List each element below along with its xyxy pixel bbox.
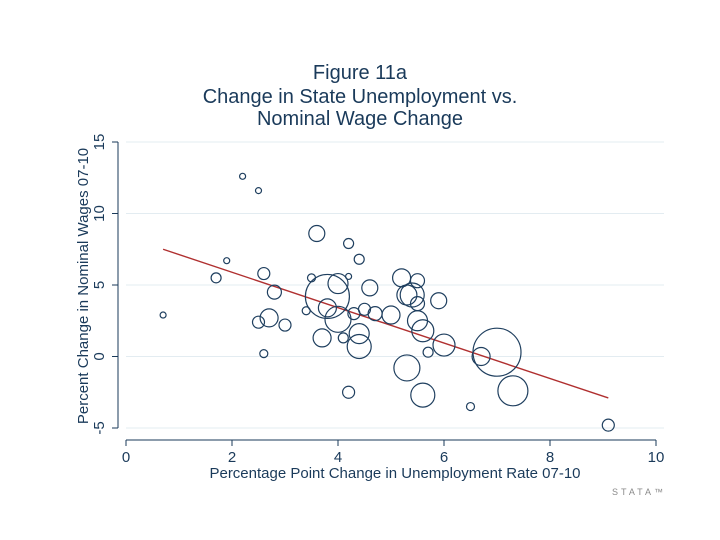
data-point-25 — [348, 323, 370, 345]
grid-layer — [126, 141, 664, 429]
x-tick-label-4: 8 — [546, 449, 554, 466]
data-point-3 — [239, 172, 247, 180]
data-point-22 — [342, 385, 356, 399]
data-point-18 — [324, 305, 352, 333]
data-point-10 — [278, 318, 292, 332]
data-point-17 — [327, 272, 349, 295]
data-point-24 — [353, 253, 365, 265]
data-point-15 — [304, 273, 350, 320]
data-point-46 — [497, 375, 529, 407]
data-point-2 — [223, 257, 231, 265]
data-point-13 — [308, 224, 326, 243]
data-point-40 — [422, 346, 434, 358]
data-point-1 — [210, 272, 222, 284]
data-point-19 — [337, 332, 349, 344]
data-point-4 — [254, 187, 263, 195]
y-tick-label-4: 15 — [91, 134, 108, 151]
data-point-39 — [410, 382, 436, 408]
x-tick-label-0: 0 — [122, 449, 130, 466]
data-point-16 — [317, 298, 337, 318]
data-point-9 — [266, 284, 282, 300]
data-point-27 — [357, 302, 372, 316]
data-point-14 — [312, 328, 332, 348]
y-axis-label: Percent Change in Nominal Wages 07-10 — [75, 148, 92, 424]
x-tick-label-2: 4 — [334, 449, 342, 466]
y-tick-label-1: 0 — [91, 352, 108, 360]
axes-layer: 0 2 4 6 8 10 -5 0 5 10 15 — [91, 134, 664, 466]
data-point-30 — [381, 305, 401, 325]
data-point-33 — [393, 354, 421, 382]
data-point-41 — [430, 292, 448, 310]
x-tick-label-5: 10 — [648, 449, 665, 466]
data-point-7 — [259, 349, 269, 359]
fit-line-layer — [162, 248, 609, 399]
data-point-20 — [343, 237, 355, 250]
chart-title-line-2: Change in State Unemployment vs. — [202, 86, 518, 108]
data-point-29 — [367, 306, 383, 322]
data-point-5 — [251, 315, 266, 329]
data-point-35 — [409, 273, 426, 289]
data-point-21 — [345, 272, 353, 281]
data-point-38 — [411, 319, 435, 343]
data-point-8 — [259, 308, 279, 328]
data-point-0 — [159, 311, 167, 319]
y-tick-label-2: 5 — [91, 281, 108, 289]
data-point-34 — [399, 282, 425, 308]
chart-title-line-3: Nominal Wage Change — [256, 108, 464, 130]
data-point-32 — [396, 284, 418, 306]
data-point-26 — [346, 333, 372, 360]
y-tick-label-0: -5 — [91, 421, 108, 434]
data-point-47 — [601, 418, 615, 432]
data-point-6 — [257, 266, 271, 281]
x-axis-label: Percentage Point Change in Unemployment … — [209, 465, 580, 482]
chart-title-line-1: Figure 11a — [312, 62, 408, 84]
data-point-42 — [432, 333, 456, 357]
fit-line — [162, 248, 609, 399]
data-point-45 — [472, 327, 522, 377]
points-layer — [159, 172, 615, 432]
data-point-43 — [465, 401, 476, 412]
data-point-44 — [471, 346, 491, 367]
x-tick-label-1: 2 — [228, 449, 236, 466]
x-tick-label-3: 6 — [440, 449, 448, 466]
data-point-28 — [361, 279, 379, 297]
stata-watermark: STATA™ — [612, 487, 666, 497]
y-tick-label-3: 10 — [91, 205, 108, 222]
